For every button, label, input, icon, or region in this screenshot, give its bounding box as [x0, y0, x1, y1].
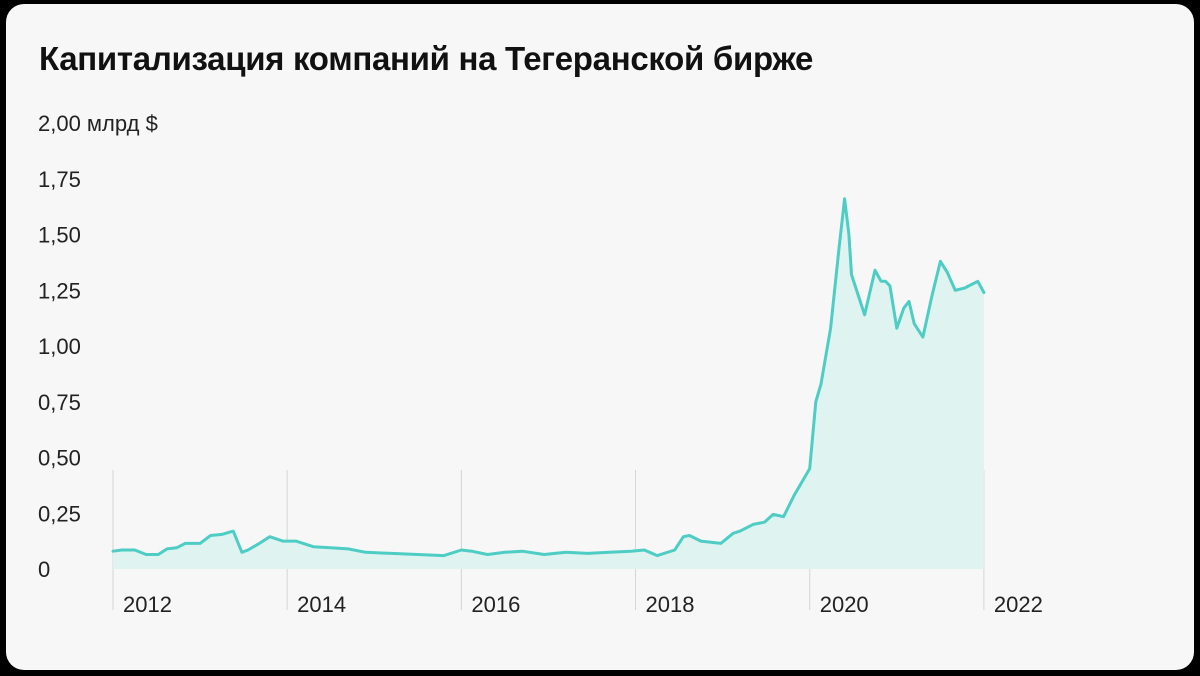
y-tick-label-4: 1,00	[38, 334, 81, 359]
x-tick-label-1: 2014	[297, 592, 346, 617]
y-axis-ticks: 2,00 млрд $ 1,75 1,50 1,25 1,00 0,75 0,50 0,25 0	[38, 111, 158, 582]
series-line	[111, 197, 986, 558]
y-tick-label-7: 0,25	[38, 501, 81, 526]
series-area	[113, 198, 984, 570]
x-tick-label-3: 2018	[646, 592, 695, 617]
y-tick-label-5: 0,75	[38, 390, 81, 415]
y-tick-label-0: 2,00 млрд $	[38, 111, 158, 136]
x-tick-label-0: 2012	[123, 592, 172, 617]
y-tick-label-3: 1,25	[38, 278, 81, 303]
x-tick-label-2: 2016	[471, 592, 520, 617]
y-tick-label-1: 1,75	[38, 167, 81, 192]
y-tick-label-2: 1,50	[38, 223, 81, 248]
y-tick-label-6: 0,50	[38, 446, 81, 471]
x-tick-label-5: 2022	[994, 592, 1043, 617]
y-tick-label-8: 0	[38, 557, 50, 582]
x-axis-ticks: 2012 2014 2016 2018 2020 2022	[123, 592, 1043, 617]
x-tick-label-4: 2020	[820, 592, 869, 617]
chart-title: Капитализация компаний на Тегеранской би…	[39, 40, 814, 77]
